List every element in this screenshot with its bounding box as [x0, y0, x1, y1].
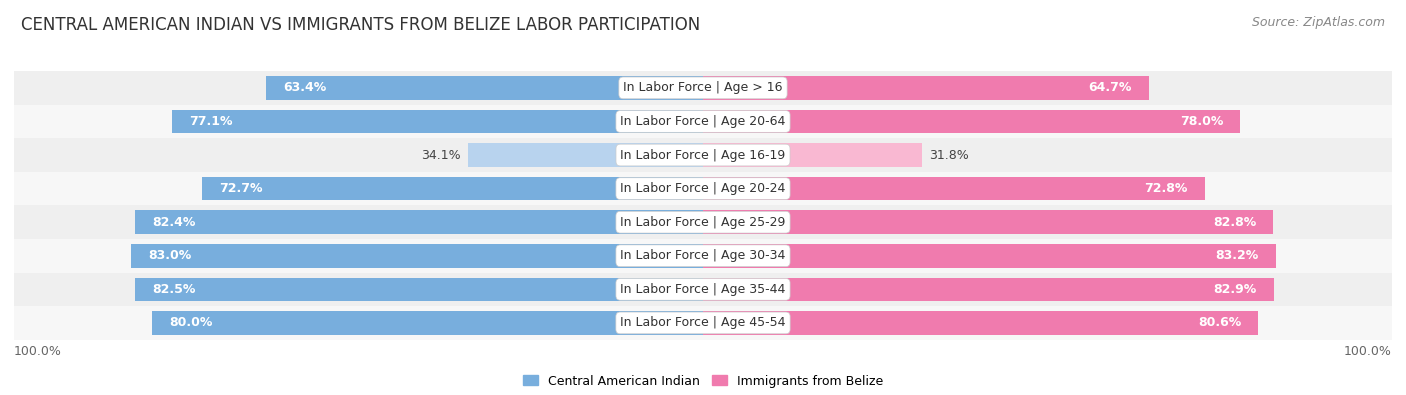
Bar: [703, 311, 1258, 335]
Text: In Labor Force | Age 20-24: In Labor Force | Age 20-24: [620, 182, 786, 195]
Text: In Labor Force | Age 30-34: In Labor Force | Age 30-34: [620, 249, 786, 262]
Text: In Labor Force | Age > 16: In Labor Force | Age > 16: [623, 81, 783, 94]
Text: 72.7%: 72.7%: [219, 182, 263, 195]
Text: In Labor Force | Age 20-64: In Labor Force | Age 20-64: [620, 115, 786, 128]
Text: 77.1%: 77.1%: [188, 115, 232, 128]
Text: 80.0%: 80.0%: [169, 316, 212, 329]
Bar: [152, 311, 703, 335]
Bar: [131, 244, 703, 267]
Bar: [266, 76, 703, 100]
Text: 82.5%: 82.5%: [152, 283, 195, 296]
Bar: [172, 110, 703, 133]
Text: 34.1%: 34.1%: [422, 149, 461, 162]
Bar: [135, 211, 703, 234]
Text: 83.2%: 83.2%: [1216, 249, 1258, 262]
Bar: [14, 306, 1392, 340]
Bar: [703, 177, 1205, 200]
Text: In Labor Force | Age 35-44: In Labor Force | Age 35-44: [620, 283, 786, 296]
Bar: [14, 71, 1392, 105]
Bar: [14, 138, 1392, 172]
Text: 72.8%: 72.8%: [1144, 182, 1187, 195]
Bar: [703, 278, 1274, 301]
Bar: [14, 239, 1392, 273]
Text: 78.0%: 78.0%: [1180, 115, 1223, 128]
Text: 100.0%: 100.0%: [14, 345, 62, 358]
Text: 82.4%: 82.4%: [152, 216, 195, 229]
Text: 82.9%: 82.9%: [1213, 283, 1257, 296]
Bar: [14, 105, 1392, 138]
Bar: [703, 143, 922, 167]
Text: 82.8%: 82.8%: [1213, 216, 1256, 229]
Bar: [703, 244, 1277, 267]
Text: 83.0%: 83.0%: [149, 249, 191, 262]
Text: 80.6%: 80.6%: [1198, 316, 1241, 329]
Bar: [202, 177, 703, 200]
Legend: Central American Indian, Immigrants from Belize: Central American Indian, Immigrants from…: [517, 370, 889, 393]
Text: 31.8%: 31.8%: [929, 149, 969, 162]
Bar: [14, 205, 1392, 239]
Text: In Labor Force | Age 25-29: In Labor Force | Age 25-29: [620, 216, 786, 229]
Bar: [14, 172, 1392, 205]
Text: Source: ZipAtlas.com: Source: ZipAtlas.com: [1251, 16, 1385, 29]
Text: 63.4%: 63.4%: [284, 81, 326, 94]
Bar: [703, 110, 1240, 133]
Text: In Labor Force | Age 16-19: In Labor Force | Age 16-19: [620, 149, 786, 162]
Text: 100.0%: 100.0%: [1344, 345, 1392, 358]
Text: In Labor Force | Age 45-54: In Labor Force | Age 45-54: [620, 316, 786, 329]
Bar: [135, 278, 703, 301]
Bar: [468, 143, 703, 167]
Bar: [703, 76, 1149, 100]
Bar: [703, 211, 1274, 234]
Bar: [14, 273, 1392, 306]
Text: CENTRAL AMERICAN INDIAN VS IMMIGRANTS FROM BELIZE LABOR PARTICIPATION: CENTRAL AMERICAN INDIAN VS IMMIGRANTS FR…: [21, 16, 700, 34]
Text: 64.7%: 64.7%: [1088, 81, 1132, 94]
